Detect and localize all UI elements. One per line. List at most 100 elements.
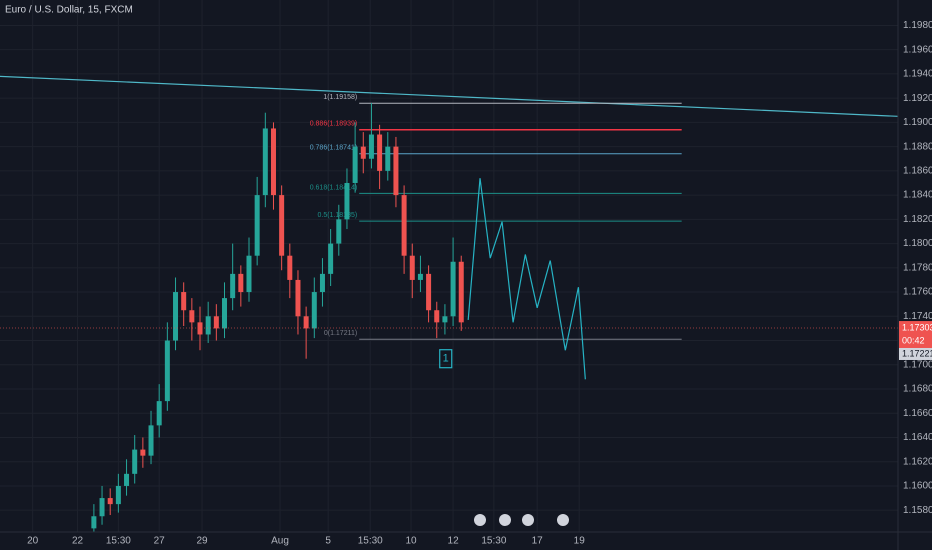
candle-body <box>368 134 374 159</box>
x-tick-label: 29 <box>196 536 208 547</box>
candle-body <box>360 146 366 159</box>
countdown-label: 00:42 <box>902 335 925 345</box>
y-tick-label: 1.1760 <box>903 287 932 298</box>
candle-body <box>336 219 342 244</box>
y-tick-label: 1.1880 <box>903 141 932 152</box>
candle-body <box>213 316 219 329</box>
candle-body <box>205 316 211 335</box>
x-tick-label: 15:30 <box>358 536 383 547</box>
candle-body <box>434 310 440 323</box>
candle-body <box>132 449 138 474</box>
candle-body <box>377 134 383 171</box>
candle-body <box>295 279 301 317</box>
candle-body <box>164 340 170 402</box>
x-tick-label: 12 <box>448 536 460 547</box>
y-tick-label: 1.1980 <box>903 20 932 31</box>
candle-body <box>287 255 293 280</box>
candle-body <box>311 292 317 329</box>
y-tick-label: 1.1840 <box>903 190 932 201</box>
y-tick-label: 1.1920 <box>903 93 932 104</box>
last-price-badge <box>899 321 932 350</box>
x-tick-label: 15:30 <box>106 536 131 547</box>
y-tick-label: 1.1960 <box>903 44 932 55</box>
y-tick-label: 1.1700 <box>903 359 932 370</box>
candle-body <box>262 128 268 196</box>
y-tick-label: 1.1740 <box>903 311 932 322</box>
y-tick-label: 1.1660 <box>903 408 932 419</box>
candle-body <box>197 322 203 335</box>
y-tick-label: 1.1800 <box>903 238 932 249</box>
candle-body <box>230 273 236 299</box>
y-tick-label: 1.1900 <box>903 117 932 128</box>
fib-label: 0.5(1.18185) <box>317 212 357 219</box>
candle-body <box>442 316 448 323</box>
x-tick-label: 5 <box>325 536 331 547</box>
candle-body <box>417 273 423 280</box>
fib-label: 0.618(1.18414) <box>310 184 357 191</box>
candle-body <box>279 195 285 256</box>
level-price-label: 1.17221 <box>902 348 932 358</box>
grid <box>0 0 898 532</box>
x-tick-label: 27 <box>154 536 166 547</box>
x-tick-label: 20 <box>27 536 39 547</box>
plot-area: 1(1.19158) 0.886(1.18939) 0.786(1.18741) 0.… <box>0 75 898 532</box>
y-tick-label: 1.1780 <box>903 262 932 273</box>
candle-body <box>115 485 121 505</box>
y-tick-label: 1.1680 <box>903 384 932 395</box>
x-tick-label: 15:30 <box>481 536 506 547</box>
candle-body <box>222 298 227 329</box>
candle-body <box>254 195 260 256</box>
chart-title: Euro / U.S. Dollar, 15, FXCM <box>5 5 133 16</box>
candle-body <box>238 273 244 293</box>
y-tick-label: 1.1620 <box>903 456 932 467</box>
candle-body <box>458 261 464 323</box>
candle-body <box>91 516 97 529</box>
candle-body <box>181 292 187 311</box>
candle-body <box>319 273 325 293</box>
axes: 1.1980 1.1960 1.1940 1.1920 1.1900 1.1880 1.18… <box>27 20 932 547</box>
y-tick-label: 1.1820 <box>903 214 932 225</box>
x-tick-label: 17 <box>532 536 544 547</box>
candle-body <box>189 310 195 323</box>
event-icons <box>474 514 569 526</box>
y-tick-label: 1.1940 <box>903 69 932 80</box>
candle-body <box>99 498 105 517</box>
candle-body <box>352 146 358 183</box>
wave-label-box <box>439 349 453 369</box>
candle-body <box>303 316 309 329</box>
candle-body <box>270 128 276 196</box>
candle-body <box>328 243 334 274</box>
fib-label: 1(1.19158) <box>323 94 357 101</box>
candle-body <box>401 195 407 256</box>
fib-label: 0.786(1.18741) <box>310 145 357 152</box>
candle-body <box>393 146 399 196</box>
candle-body <box>344 182 350 220</box>
trendline <box>0 75 898 117</box>
candle-body <box>426 273 432 311</box>
projection-path <box>467 178 586 380</box>
y-tick-label: 1.1640 <box>903 432 932 443</box>
x-tick-label: 10 <box>405 536 417 547</box>
x-tick-label: 22 <box>72 536 84 547</box>
x-tick-label: Aug <box>271 536 289 547</box>
candle-body <box>148 425 154 456</box>
candle-body <box>385 146 391 171</box>
candle-body <box>140 449 146 456</box>
candle-body <box>173 292 179 341</box>
candle-body <box>156 401 162 426</box>
y-tick-label: 1.1580 <box>903 505 932 516</box>
candle-body <box>124 473 130 486</box>
fib-label: 0.886(1.18939) <box>310 121 357 128</box>
y-tick-label: 1.1860 <box>903 166 932 177</box>
y-tick-label: 1.1600 <box>903 481 932 492</box>
level-price-badge <box>899 347 932 360</box>
wave-label: 1 <box>443 353 449 365</box>
x-tick-label: 19 <box>574 536 586 547</box>
candle-body <box>409 255 415 280</box>
candle-body <box>450 261 456 317</box>
candle-body <box>246 255 252 293</box>
candle-body <box>107 498 113 505</box>
